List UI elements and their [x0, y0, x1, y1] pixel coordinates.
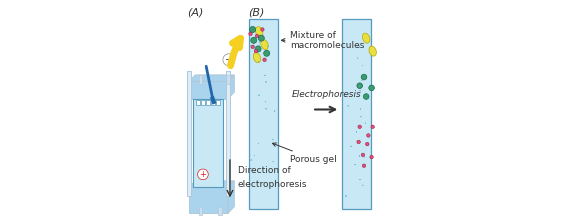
Text: (A): (A)	[187, 8, 203, 18]
Circle shape	[261, 28, 264, 31]
FancyBboxPatch shape	[226, 71, 229, 196]
Ellipse shape	[256, 27, 263, 37]
Circle shape	[361, 74, 367, 80]
Circle shape	[264, 50, 270, 56]
Circle shape	[363, 164, 366, 168]
Polygon shape	[189, 187, 228, 213]
Text: Electrophoresis: Electrophoresis	[291, 90, 361, 99]
Circle shape	[363, 94, 369, 99]
Circle shape	[370, 155, 374, 159]
Circle shape	[263, 58, 266, 62]
Polygon shape	[189, 75, 234, 81]
Ellipse shape	[253, 53, 261, 63]
FancyBboxPatch shape	[249, 19, 278, 209]
FancyBboxPatch shape	[202, 100, 205, 105]
Circle shape	[358, 125, 361, 129]
FancyBboxPatch shape	[226, 75, 229, 84]
Polygon shape	[189, 81, 228, 99]
Circle shape	[369, 85, 374, 91]
Circle shape	[254, 49, 257, 53]
Text: (B): (B)	[248, 8, 265, 18]
FancyBboxPatch shape	[206, 100, 210, 105]
Circle shape	[371, 125, 374, 129]
Circle shape	[365, 142, 369, 146]
Circle shape	[249, 32, 252, 35]
Circle shape	[259, 35, 264, 41]
Polygon shape	[228, 181, 234, 213]
FancyBboxPatch shape	[187, 71, 191, 196]
Circle shape	[357, 83, 363, 88]
Circle shape	[367, 134, 370, 137]
Text: Direction of: Direction of	[238, 166, 290, 175]
Polygon shape	[228, 75, 234, 99]
Ellipse shape	[261, 40, 268, 50]
Circle shape	[251, 37, 257, 43]
Text: electrophoresis: electrophoresis	[238, 180, 307, 189]
Ellipse shape	[369, 46, 376, 56]
Polygon shape	[189, 181, 234, 187]
FancyBboxPatch shape	[216, 100, 220, 105]
FancyBboxPatch shape	[193, 99, 224, 187]
Ellipse shape	[363, 33, 370, 43]
Text: Mixture of
macromolecules: Mixture of macromolecules	[281, 31, 365, 50]
Text: −: −	[225, 55, 233, 65]
FancyBboxPatch shape	[218, 207, 222, 215]
FancyBboxPatch shape	[199, 207, 203, 215]
Text: Porous gel: Porous gel	[272, 143, 337, 164]
FancyBboxPatch shape	[196, 100, 200, 105]
FancyBboxPatch shape	[199, 75, 203, 84]
Circle shape	[255, 46, 261, 52]
Circle shape	[250, 26, 256, 33]
Text: +: +	[199, 170, 206, 179]
FancyBboxPatch shape	[342, 19, 371, 209]
Circle shape	[255, 34, 259, 38]
FancyBboxPatch shape	[211, 100, 214, 105]
Circle shape	[251, 45, 254, 49]
Circle shape	[361, 153, 365, 157]
Circle shape	[357, 140, 360, 144]
